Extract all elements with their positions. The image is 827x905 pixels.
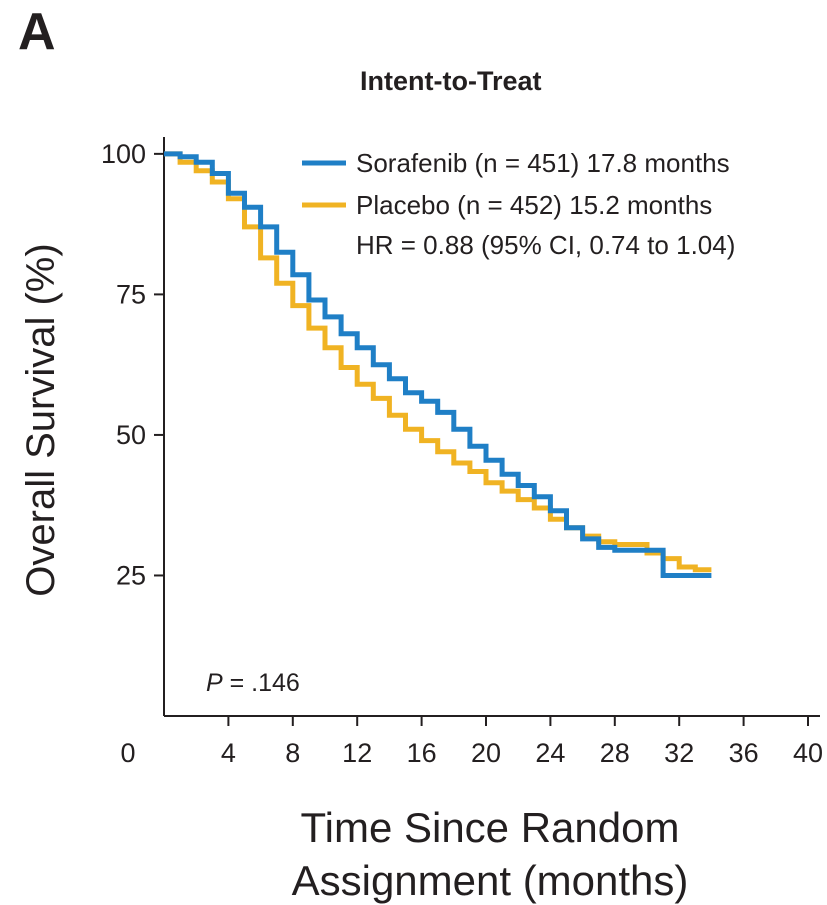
x-tick-label: 32 <box>664 738 694 768</box>
y-tick-label: 75 <box>116 279 146 309</box>
hazard-ratio-text: HR = 0.88 (95% CI, 0.74 to 1.04) <box>356 230 735 260</box>
chart-title: Intent-to-Treat <box>360 66 542 96</box>
x-axis-label-line-2: Assignment (months) <box>292 857 689 904</box>
x-tick-label: 28 <box>600 738 630 768</box>
x-tick-label: 36 <box>729 738 759 768</box>
p-value-symbol: P <box>206 669 223 697</box>
p-value-annotation: P = .146 <box>206 669 300 697</box>
x-tick-label: 8 <box>285 738 300 768</box>
x-axis-label-line-1: Time Since Random <box>301 804 680 851</box>
x-tick-label: 12 <box>342 738 372 768</box>
y-axis-label: Overall Survival (%) <box>19 243 63 596</box>
panel-letter: A <box>18 3 56 61</box>
chart-axes <box>163 137 820 717</box>
legend-label-placebo: Placebo (n = 452) 15.2 months <box>356 190 712 220</box>
x-tick-label: 20 <box>471 738 501 768</box>
sorafenib-survival-curve <box>164 151 712 578</box>
x-tick-label: 0 <box>120 738 135 768</box>
x-tick-label: 40 <box>793 738 823 768</box>
y-tick-label: 25 <box>116 560 146 590</box>
y-tick-label: 50 <box>116 420 146 450</box>
y-tick-label: 100 <box>101 139 146 169</box>
chart-ticks: 0 4 8 12 16 20 24 28 32 36 40 100 75 50 25 <box>101 139 823 768</box>
chart-curves <box>164 151 712 578</box>
legend: Sorafenib (n = 451) 17.8 months Placebo … <box>302 148 735 260</box>
x-tick-label: 16 <box>407 738 437 768</box>
x-tick-label: 4 <box>221 738 236 768</box>
legend-label-sorafenib: Sorafenib (n = 451) 17.8 months <box>356 148 730 178</box>
p-value-number: = .146 <box>223 669 300 697</box>
x-tick-label: 24 <box>535 738 565 768</box>
